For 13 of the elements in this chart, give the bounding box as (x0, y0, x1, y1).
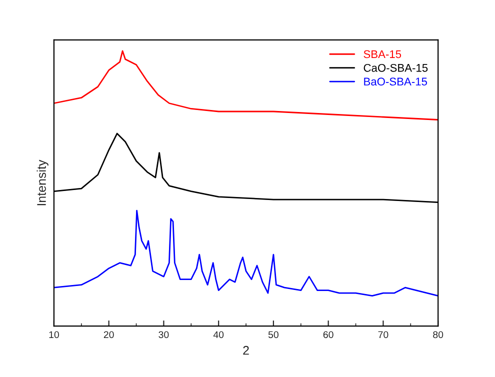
x-tick-label: 10 (49, 331, 59, 338)
x-tick-label: 70 (378, 331, 388, 338)
x-tick-label: 80 (433, 331, 444, 338)
x-tick-label: 40 (213, 331, 224, 338)
legend-label: BaO-SBA-15 (364, 78, 427, 86)
legend-label: SBA-15 (364, 50, 402, 58)
x-tick-label: 50 (268, 331, 278, 338)
y-axis-title: Intensity (36, 160, 48, 206)
x-axis-title: 2 (243, 346, 249, 355)
legend-label: CaO-SBA-15 (364, 64, 428, 72)
x-tick-label: 30 (158, 331, 169, 338)
x-tick-label: 60 (323, 331, 334, 338)
x-tick-label: 20 (104, 331, 114, 338)
